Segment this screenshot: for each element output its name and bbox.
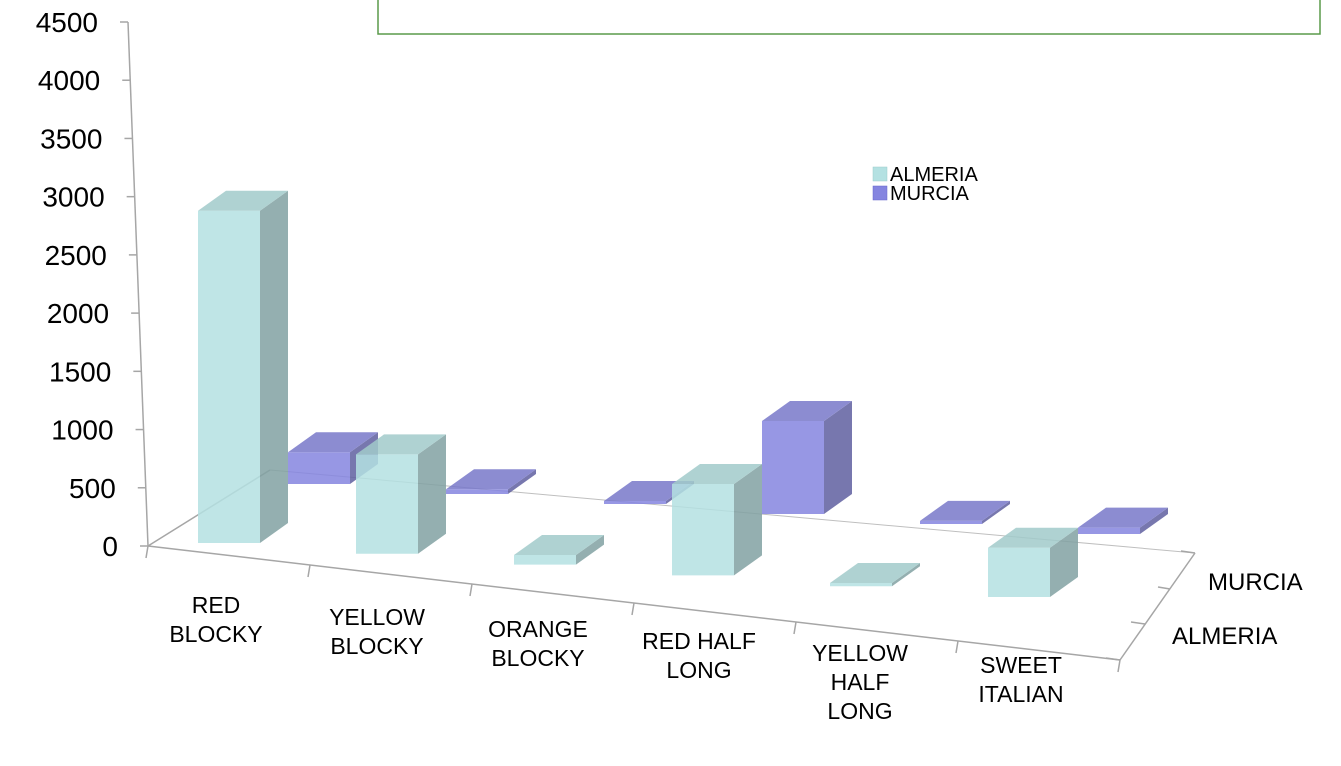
bar-almeria-3	[514, 535, 604, 565]
x-tick-mark	[307, 564, 311, 578]
depth-axis-line	[1119, 552, 1196, 661]
x-tick-mark	[955, 640, 959, 654]
bar-murcia-3-top	[604, 481, 694, 501]
bar-murcia-5	[920, 500, 1010, 524]
bar-murcia-4	[762, 400, 852, 514]
y-tick-label: 3500	[40, 123, 102, 154]
bar-almeria-3-front	[514, 555, 576, 565]
legend-swatch-almeria	[872, 166, 888, 182]
bar-almeria-5	[830, 563, 920, 587]
y-tick-label: 4500	[36, 7, 98, 38]
bar-almeria-1	[198, 190, 288, 543]
bars	[198, 190, 1168, 597]
y-axis-ticks: 0 500 1000 1500 2000 2500 3000 3500 4000 4500	[36, 7, 118, 562]
bar-murcia-4-side	[824, 400, 852, 514]
category-label: YELLOW HALF LONG	[812, 640, 908, 724]
title-box	[377, 0, 1321, 35]
category-label: RED HALF LONG	[642, 628, 756, 683]
bar-almeria-2-top	[356, 434, 446, 455]
bar-almeria-4-side	[734, 463, 762, 576]
legend-label-murcia: MURCIA	[890, 183, 970, 205]
bar-murcia-4-top	[762, 400, 852, 421]
y-axis-line	[127, 21, 149, 547]
depth-label-almeria: ALMERIA	[1172, 623, 1277, 650]
y-tick-label: 0	[102, 531, 118, 562]
bar-almeria-4-front	[672, 483, 734, 576]
depth-axis-ticks	[1105, 550, 1196, 661]
bar-almeria-5-front	[830, 583, 892, 587]
x-tick-mark	[1117, 659, 1121, 673]
bar-murcia-1-top	[288, 432, 378, 453]
legend-swatch-murcia	[872, 185, 888, 201]
y-tick-label: 500	[69, 473, 116, 504]
bar-murcia-2-front	[446, 489, 508, 494]
category-labels: RED BLOCKY YELLOW BLOCKY ORANGE BLOCKY RED HAL…	[169, 592, 1063, 724]
category-label: ORANGE BLOCKY	[488, 616, 588, 671]
bar-almeria-3-side	[576, 535, 604, 565]
bar-murcia-6-front	[1078, 527, 1140, 534]
y-tick-label: 1500	[49, 356, 111, 387]
bar-murcia-4-front	[762, 420, 824, 514]
bar-almeria-1-side	[260, 190, 288, 543]
bar-almeria-3-top	[514, 535, 604, 556]
bar-murcia-3-front	[604, 501, 666, 504]
y-axis-tick-marks	[120, 21, 148, 547]
x-axis-tick-marks	[145, 545, 1121, 673]
category-label: YELLOW BLOCKY	[329, 604, 425, 659]
bar-murcia-6-side	[1140, 507, 1168, 534]
bar-almeria-1-top	[198, 190, 288, 211]
bar-almeria-5-top	[830, 563, 920, 584]
bar-almeria-1-front	[198, 210, 260, 543]
bar-almeria-6-side	[1050, 527, 1078, 597]
legend-label-almeria: ALMERIA	[890, 164, 978, 186]
bar-almeria-4	[672, 463, 762, 576]
bar-murcia-2	[446, 469, 536, 494]
bar-murcia-1-front	[288, 452, 350, 484]
depth-label-murcia: MURCIA	[1208, 569, 1303, 596]
legend: ALMERIA MURCIA	[872, 164, 978, 205]
x-tick-mark	[469, 583, 473, 597]
bar-almeria-2-side	[418, 434, 446, 554]
x-tick-mark	[793, 621, 797, 635]
category-label: SWEET ITALIAN	[978, 652, 1063, 707]
y-tick-label: 2500	[45, 240, 107, 271]
y-tick-label: 2000	[47, 298, 109, 329]
bar-murcia-6-top	[1078, 507, 1168, 528]
y-tick-label: 4000	[38, 65, 100, 96]
bar-murcia-5-top	[920, 500, 1010, 521]
bar-murcia-5-side	[982, 500, 1010, 524]
bar-murcia-2-top	[446, 469, 536, 490]
bar-almeria-5-side	[892, 563, 920, 587]
x-tick-mark	[145, 545, 149, 559]
bar-almeria-2	[356, 434, 446, 554]
category-label: RED BLOCKY	[169, 592, 262, 647]
y-tick-label: 3000	[42, 182, 104, 213]
bar-almeria-4-top	[672, 463, 762, 484]
x-tick-mark	[631, 602, 635, 616]
bar-almeria-2-front	[356, 454, 418, 554]
y-tick-label: 1000	[51, 415, 113, 446]
bar-murcia-5-front	[920, 520, 982, 524]
bar-almeria-6	[988, 527, 1078, 597]
bar-murcia-6	[1078, 507, 1168, 534]
bar-murcia-2-side	[508, 469, 536, 494]
bar-almeria-6-top	[988, 527, 1078, 548]
bar-almeria-6-front	[988, 547, 1050, 597]
